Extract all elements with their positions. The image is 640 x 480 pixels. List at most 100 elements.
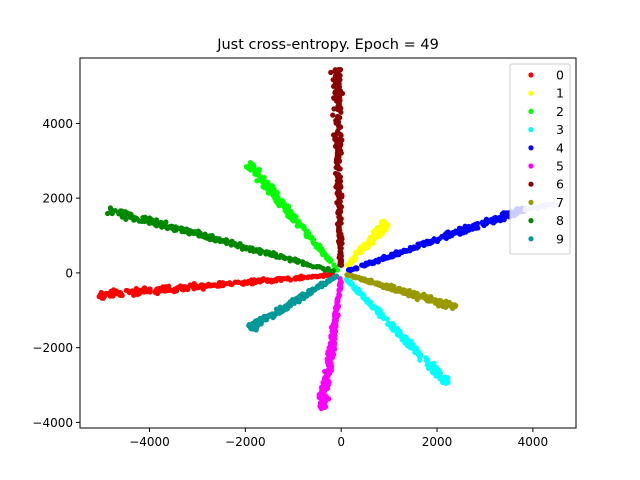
data-point — [352, 274, 359, 280]
data-point — [339, 194, 345, 200]
legend-marker — [528, 108, 534, 114]
data-point — [320, 266, 327, 272]
data-point — [414, 350, 420, 356]
series-5 — [316, 276, 344, 412]
data-point — [320, 249, 327, 255]
data-point — [336, 100, 342, 106]
data-point — [441, 300, 447, 306]
data-point — [333, 156, 340, 162]
data-point — [336, 255, 342, 261]
data-point — [385, 320, 392, 326]
data-point — [345, 267, 352, 273]
data-point — [405, 290, 411, 296]
data-point — [333, 274, 340, 280]
data-point — [425, 357, 431, 363]
data-point — [337, 241, 343, 247]
data-point — [239, 281, 245, 287]
data-point — [140, 215, 146, 221]
data-point — [331, 106, 337, 112]
series-6 — [328, 66, 346, 268]
data-point — [295, 258, 301, 264]
data-point — [287, 303, 293, 309]
data-point — [273, 277, 279, 283]
data-point — [376, 230, 383, 236]
data-point — [434, 238, 440, 245]
data-point — [336, 222, 342, 229]
legend-label: 4 — [556, 140, 564, 155]
data-point — [458, 226, 464, 232]
data-point — [464, 227, 470, 234]
data-point — [123, 211, 129, 218]
data-point — [191, 280, 197, 287]
data-point — [348, 281, 354, 287]
data-point — [416, 293, 422, 299]
data-point — [313, 242, 319, 248]
data-point — [282, 205, 288, 211]
data-point — [318, 281, 324, 287]
data-point — [129, 215, 135, 221]
data-point — [330, 329, 336, 335]
series-0 — [96, 271, 336, 301]
data-point — [322, 380, 328, 387]
data-point — [123, 216, 129, 222]
data-point — [336, 291, 342, 298]
legend-marker — [528, 181, 534, 187]
data-point — [381, 256, 387, 262]
data-point — [185, 228, 191, 234]
data-point — [325, 266, 331, 273]
data-point — [252, 171, 258, 177]
data-point — [336, 203, 342, 209]
data-point — [326, 366, 332, 373]
legend-marker — [528, 218, 534, 224]
data-point — [107, 205, 114, 211]
data-point — [369, 259, 376, 265]
data-point — [113, 288, 119, 294]
data-point — [250, 246, 256, 253]
data-point — [404, 337, 410, 343]
data-point — [252, 279, 258, 285]
data-point — [337, 259, 343, 265]
data-point — [436, 372, 443, 378]
data-point — [189, 230, 196, 236]
data-point — [474, 222, 480, 228]
legend-label: 1 — [556, 86, 564, 101]
data-point — [401, 248, 407, 254]
data-point — [449, 305, 456, 311]
data-point — [301, 274, 307, 280]
data-point — [351, 266, 357, 272]
data-point — [261, 174, 267, 181]
data-point — [325, 358, 331, 364]
data-point — [345, 262, 351, 268]
data-point — [264, 186, 271, 192]
data-point — [231, 241, 237, 247]
data-point — [181, 284, 187, 290]
data-point — [444, 234, 450, 240]
x-axis: −4000 −2000 0 2000 4000 — [129, 428, 548, 449]
legend-marker — [528, 72, 534, 78]
data-point — [374, 281, 380, 287]
y-tick-label: 0 — [65, 266, 73, 280]
data-point — [417, 357, 423, 363]
data-point — [432, 298, 438, 304]
legend-marker — [528, 145, 534, 151]
data-point — [330, 335, 336, 342]
x-tick-label: −4000 — [129, 435, 170, 449]
data-point — [336, 114, 342, 120]
data-point — [254, 322, 260, 328]
data-point — [371, 229, 377, 235]
data-point — [293, 276, 299, 282]
data-point — [338, 249, 344, 255]
data-point — [390, 321, 396, 327]
y-tick-label: −2000 — [32, 341, 73, 355]
data-point — [179, 225, 185, 231]
data-point — [249, 163, 255, 169]
data-point — [324, 373, 330, 379]
chart-title: Just cross-entropy. Epoch = 49 — [216, 37, 439, 53]
data-point — [159, 223, 165, 229]
data-point — [337, 178, 344, 184]
data-point — [265, 181, 271, 187]
legend-label: 7 — [556, 195, 564, 210]
data-point — [271, 186, 277, 192]
series-7 — [344, 272, 459, 311]
data-point — [453, 228, 459, 234]
